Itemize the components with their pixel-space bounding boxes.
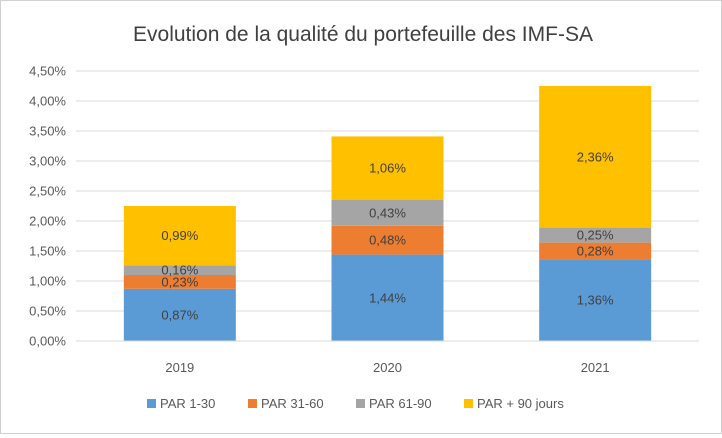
legend-label: PAR + 90 jours [477, 396, 564, 411]
x-tick-label: 2021 [581, 360, 610, 375]
y-tick-label: 1,00% [29, 274, 66, 289]
bar-segment [331, 200, 444, 226]
data-label: 0,99% [161, 228, 198, 243]
bar-segment [123, 275, 236, 289]
legend-swatch [248, 399, 257, 408]
data-label: 0,43% [369, 205, 406, 220]
data-label: 1,44% [369, 290, 406, 305]
legend-label: PAR 61-90 [369, 396, 432, 411]
bar-segment [123, 206, 236, 266]
data-label: 0,87% [161, 307, 198, 322]
bar-segment [539, 86, 652, 228]
legend-swatch [464, 399, 473, 408]
bar-segment [331, 225, 444, 255]
y-axis: 0,00% 0,50% 1,00% 1,50% 2,00% 2,50% 3,00% 3,50%… [29, 64, 66, 349]
data-label: 0,48% [369, 233, 406, 248]
y-tick-label: 3,00% [29, 154, 66, 169]
bar-segment [331, 254, 444, 341]
y-tick-label: 0,50% [29, 304, 66, 319]
y-tick-label: 2,00% [29, 214, 66, 229]
data-label: 0,28% [577, 244, 614, 259]
y-tick-label: 4,00% [29, 94, 66, 109]
data-label: 0,16% [161, 263, 198, 278]
x-tick-label: 2019 [165, 360, 194, 375]
legend-swatch [147, 399, 156, 408]
x-tick-label: 2020 [373, 360, 402, 375]
data-label: 1,36% [577, 293, 614, 308]
y-tick-label: 3,50% [29, 124, 66, 139]
bar-segment [539, 242, 652, 260]
legend: PAR 1-30 PAR 31-60 PAR 61-90 PAR + 90 jours [147, 396, 564, 411]
chart-title: Evolution de la qualité du portefeuille … [133, 23, 593, 46]
x-axis: 2019 2020 2021 [76, 340, 699, 375]
legend-swatch [356, 399, 365, 408]
bar-segment [123, 265, 236, 275]
bar-segment [123, 288, 236, 341]
bar-segment [539, 227, 652, 243]
legend-label: PAR 31-60 [261, 396, 324, 411]
data-label: 1,06% [369, 161, 406, 176]
data-label: 0,25% [577, 228, 614, 243]
y-tick-label: 4,50% [29, 64, 66, 79]
y-tick-label: 1,50% [29, 244, 66, 259]
data-label: 2,36% [577, 149, 614, 164]
bar-segment [539, 259, 652, 341]
bar-segment [331, 136, 444, 200]
bars: 0,87% 0,23%0,16% 0,99% 1,44% 0,48% 0,43% 1,06%… [123, 86, 652, 341]
y-tick-label: 0,00% [29, 334, 66, 349]
legend-label: PAR 1-30 [160, 396, 215, 411]
y-tick-label: 2,50% [29, 184, 66, 199]
data-label: 0,23% [161, 274, 198, 289]
